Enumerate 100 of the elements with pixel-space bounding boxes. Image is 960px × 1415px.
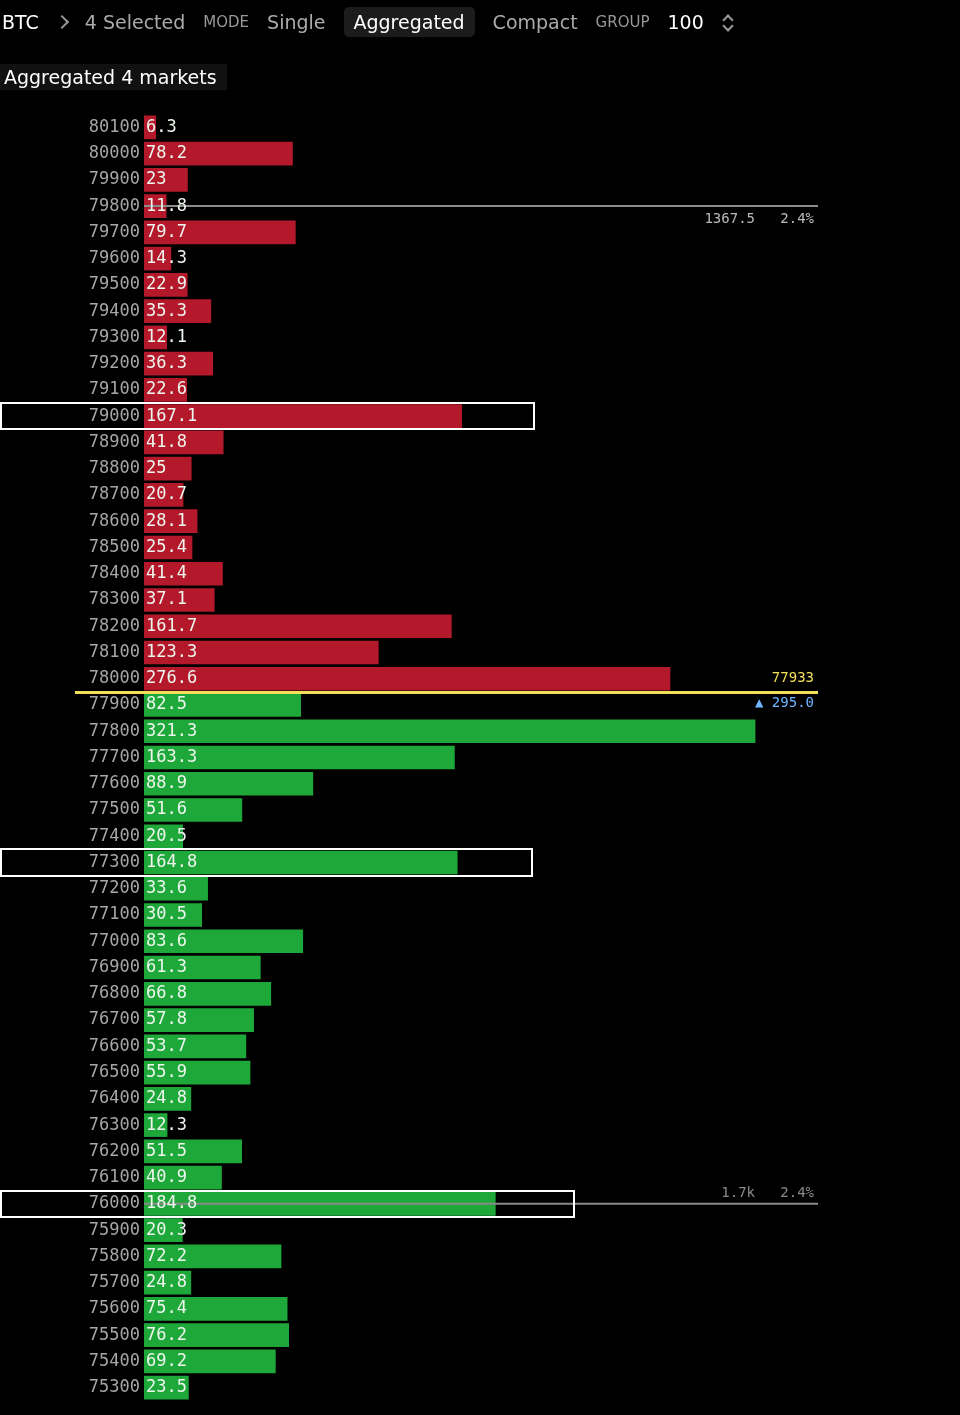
y-tick-label: 78500: [88, 535, 140, 556]
y-tick-label: 75800: [88, 1244, 140, 1265]
y-tick-label: 77700: [88, 745, 140, 766]
text: 77933: [771, 669, 814, 686]
data-label: 53.7: [146, 1034, 187, 1055]
data-label: 69.2: [146, 1349, 187, 1370]
data-label: 30.5: [146, 903, 187, 924]
y-tick-label: 76800: [88, 982, 140, 1003]
data-label: 123.3: [146, 640, 198, 661]
annotation: ▲ 295.0: [754, 694, 814, 711]
y-tick-label: 79800: [88, 194, 140, 215]
y-tick-label: 79600: [88, 247, 140, 268]
chart-title: Aggregated 4 markets: [0, 64, 227, 90]
y-tick-label: 78700: [88, 483, 140, 504]
y-tick-label: 79200: [88, 352, 140, 373]
bar: [144, 168, 188, 192]
bar: [144, 982, 272, 1006]
data-label: 41.8: [146, 430, 187, 451]
data-label: 88.9: [146, 772, 187, 793]
y-tick-label: 75700: [88, 1271, 140, 1292]
y-tick-label: 76200: [88, 1139, 140, 1160]
y-tick-label: 77100: [88, 903, 140, 924]
data-label: 79.7: [146, 220, 187, 241]
data-label: 24.8: [146, 1271, 187, 1292]
y-tick-label: 75900: [88, 1218, 140, 1239]
y-tick-label: 80100: [88, 115, 140, 136]
data-label: 22.9: [146, 273, 187, 294]
y-tick-label: 76100: [88, 1166, 140, 1187]
bar: [144, 693, 301, 717]
y-tick-label: 76500: [88, 1061, 140, 1082]
y-tick-label: 76000: [88, 1192, 140, 1213]
y-tick-label: 77800: [88, 719, 140, 740]
data-label: 37.1: [146, 588, 187, 609]
data-label: 51.6: [146, 798, 187, 819]
bar: [144, 1244, 282, 1269]
annotation: 1367.5 2.4%: [704, 209, 815, 226]
bar: [144, 640, 379, 665]
y-tick-label: 79700: [88, 220, 140, 241]
data-label: 28.1: [146, 509, 187, 530]
data-label: 35.3: [146, 299, 187, 320]
bar: [144, 1349, 276, 1374]
y-tick-label: 75600: [88, 1297, 140, 1318]
text: 4 Selected: [84, 11, 186, 33]
data-label: 25: [146, 457, 167, 478]
data-label: 23.5: [146, 1376, 187, 1397]
data-label: 57.8: [146, 1008, 187, 1029]
bar: [144, 1323, 289, 1347]
y-tick-label: 77600: [88, 772, 140, 793]
bar: [144, 771, 314, 796]
y-tick-label: 77500: [88, 798, 140, 819]
y-tick-label: 78100: [88, 640, 140, 661]
annotation: 1.7k 2.4%: [721, 1183, 815, 1200]
bar: [144, 588, 215, 612]
y-tick-label: 79100: [88, 378, 140, 399]
y-tick-label: 79900: [88, 168, 140, 189]
y-tick-label: 78000: [88, 667, 140, 688]
y-tick-label: 77900: [88, 693, 140, 714]
y-tick-label: 77400: [88, 824, 140, 845]
data-label: 22.6: [146, 378, 187, 399]
data-label: 72.2: [146, 1244, 187, 1265]
bar: [144, 141, 293, 166]
y-tick-label: 78600: [88, 509, 140, 530]
data-label: 36.3: [146, 352, 187, 373]
data-label: 40.9: [146, 1166, 187, 1187]
y-tick-label: 79400: [88, 299, 140, 320]
bar: [144, 719, 756, 744]
text: MODE: [203, 13, 250, 31]
y-tick-label: 78200: [88, 614, 140, 635]
data-label: 23: [146, 168, 167, 189]
y-tick-label: 79000: [88, 404, 140, 425]
data-label: 167.1: [146, 404, 198, 425]
data-label: 66.8: [146, 982, 187, 1003]
data-label: 11.8: [146, 194, 187, 215]
text: BTC: [2, 11, 39, 33]
text: 100: [667, 11, 704, 33]
y-tick-label: 77300: [88, 850, 140, 871]
bar: [144, 745, 455, 770]
bar: [144, 561, 223, 586]
y-tick-label: 75400: [88, 1349, 140, 1370]
data-label: 164.8: [146, 850, 198, 871]
data-label: 276.6: [146, 667, 198, 688]
y-tick-label: 76300: [88, 1113, 140, 1134]
y-tick-label: 79300: [88, 325, 140, 346]
data-label: 51.5: [146, 1139, 187, 1160]
y-tick-label: 76700: [88, 1008, 140, 1029]
bar: [144, 798, 243, 822]
data-label: 163.3: [146, 745, 198, 766]
y-tick-label: 78300: [88, 588, 140, 609]
bar: [144, 614, 452, 639]
y-tick-label: 79500: [88, 273, 140, 294]
text: Aggregated: [343, 7, 475, 37]
text: Single: [267, 11, 326, 33]
bar: [144, 404, 462, 428]
y-tick-label: 78900: [88, 430, 140, 451]
data-label: 24.8: [146, 1087, 187, 1108]
bar: [144, 1297, 288, 1321]
data-label: 75.4: [146, 1297, 187, 1318]
data-label: 33.6: [146, 877, 187, 898]
y-tick-label: 75300: [88, 1376, 140, 1397]
y-tick-label: 76400: [88, 1087, 140, 1108]
